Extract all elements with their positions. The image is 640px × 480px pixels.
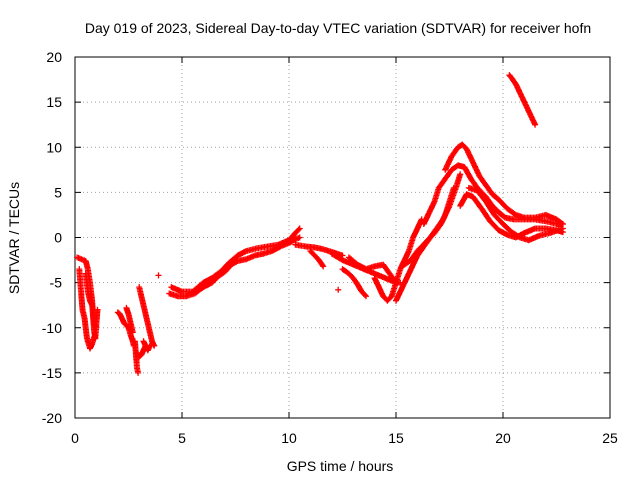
- plus-markers: [345, 254, 399, 286]
- y-tick-label: -20: [42, 410, 62, 426]
- plus-markers: [136, 284, 158, 349]
- x-tick-label: 15: [388, 430, 404, 446]
- plus-markers: [420, 162, 566, 227]
- series-segment: [335, 286, 342, 293]
- y-tick-label: 5: [54, 184, 62, 200]
- y-tick-label: 10: [46, 139, 62, 155]
- series-segment: [123, 304, 136, 336]
- x-tick-label: 0: [71, 430, 79, 446]
- series-segment: [339, 266, 369, 300]
- y-tick-labels: -20 -15 -10 -5 0 5 10 15 20: [42, 49, 62, 426]
- plus-markers: [457, 191, 566, 241]
- y-tick-label: -15: [42, 365, 62, 381]
- series-segment: [307, 248, 327, 270]
- plus-markers: [76, 266, 98, 352]
- data-series: [74, 72, 566, 376]
- series-segment: [82, 270, 99, 331]
- x-tick-label: 20: [495, 430, 511, 446]
- series-segment: [465, 184, 566, 244]
- series-segment: [442, 141, 566, 227]
- series-segment: [401, 184, 457, 268]
- y-tick-label: 15: [46, 94, 62, 110]
- plus-markers: [335, 286, 342, 293]
- x-tick-label: 25: [602, 430, 618, 446]
- axis-ticks: [74, 56, 611, 419]
- plus-markers: [465, 184, 566, 244]
- y-tick-label: -5: [50, 275, 63, 291]
- series-segment: [140, 338, 153, 354]
- plus-markers: [155, 272, 162, 279]
- plus-markers: [506, 72, 539, 128]
- y-tick-label: -10: [42, 320, 62, 336]
- plus-markers: [339, 266, 369, 300]
- grid-lines: [75, 57, 610, 418]
- series-segment: [155, 272, 162, 279]
- series-segment: [420, 162, 566, 227]
- series-segment: [345, 254, 399, 286]
- series-segment: [168, 225, 303, 295]
- series-segment: [136, 284, 158, 349]
- plus-markers: [82, 270, 99, 331]
- plus-markers: [307, 248, 327, 270]
- plus-markers: [140, 338, 153, 354]
- chart-title: Day 019 of 2023, Sidereal Day-to-day VTE…: [85, 20, 591, 36]
- y-tick-label: 0: [54, 230, 62, 246]
- series-segment: [457, 191, 566, 241]
- plus-markers: [401, 184, 457, 268]
- x-tick-label: 10: [281, 430, 297, 446]
- plus-markers: [123, 304, 136, 336]
- x-axis-label: GPS time / hours: [287, 458, 394, 474]
- plus-markers: [168, 225, 303, 295]
- series-segment: [506, 72, 539, 128]
- y-axis-label: SDTVAR / TECUs: [6, 182, 22, 294]
- y-tick-label: 20: [46, 49, 62, 65]
- plus-markers: [442, 141, 566, 227]
- x-tick-label: 5: [178, 430, 186, 446]
- series-segment: [76, 266, 98, 352]
- x-tick-labels: 0 5 10 15 20 25: [71, 430, 618, 446]
